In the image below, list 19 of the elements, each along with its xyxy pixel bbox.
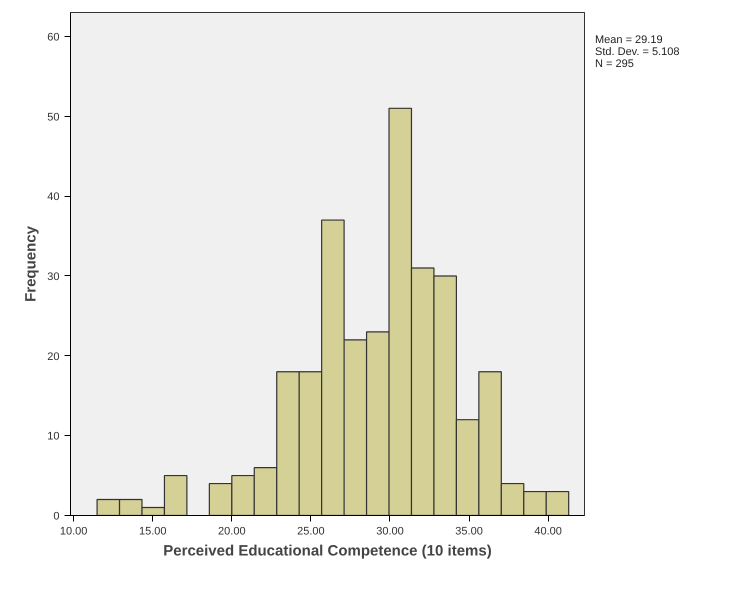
x-tick-label: 20.00 (218, 526, 246, 538)
y-tick-label: 50 (47, 111, 60, 124)
y-tick-label: 20 (47, 350, 60, 363)
x-tick-label: 15.00 (138, 526, 167, 538)
text: Mean = 29.19 (595, 34, 664, 46)
y-tick-label: 30 (47, 270, 60, 283)
x-tick-label: 35.00 (455, 526, 483, 538)
text: Std. Dev. = 5.108 (595, 46, 680, 58)
y-axis-title: Frequency (22, 225, 40, 302)
x-tick-label: 30.00 (376, 526, 404, 538)
y-tick-label: 0 (53, 510, 60, 522)
y-tick-label: 60 (47, 31, 60, 44)
y-tick-label: 10 (47, 430, 60, 443)
x-axis-title: Perceived Educational Competence (10 items) (163, 542, 492, 560)
x-tick-label: 10.00 (60, 526, 88, 538)
y-tick-label: 40 (47, 191, 60, 204)
text: N = 295 (595, 58, 635, 70)
x-tick-label: 40.00 (534, 526, 562, 538)
x-tick-label: 25.00 (297, 526, 325, 538)
